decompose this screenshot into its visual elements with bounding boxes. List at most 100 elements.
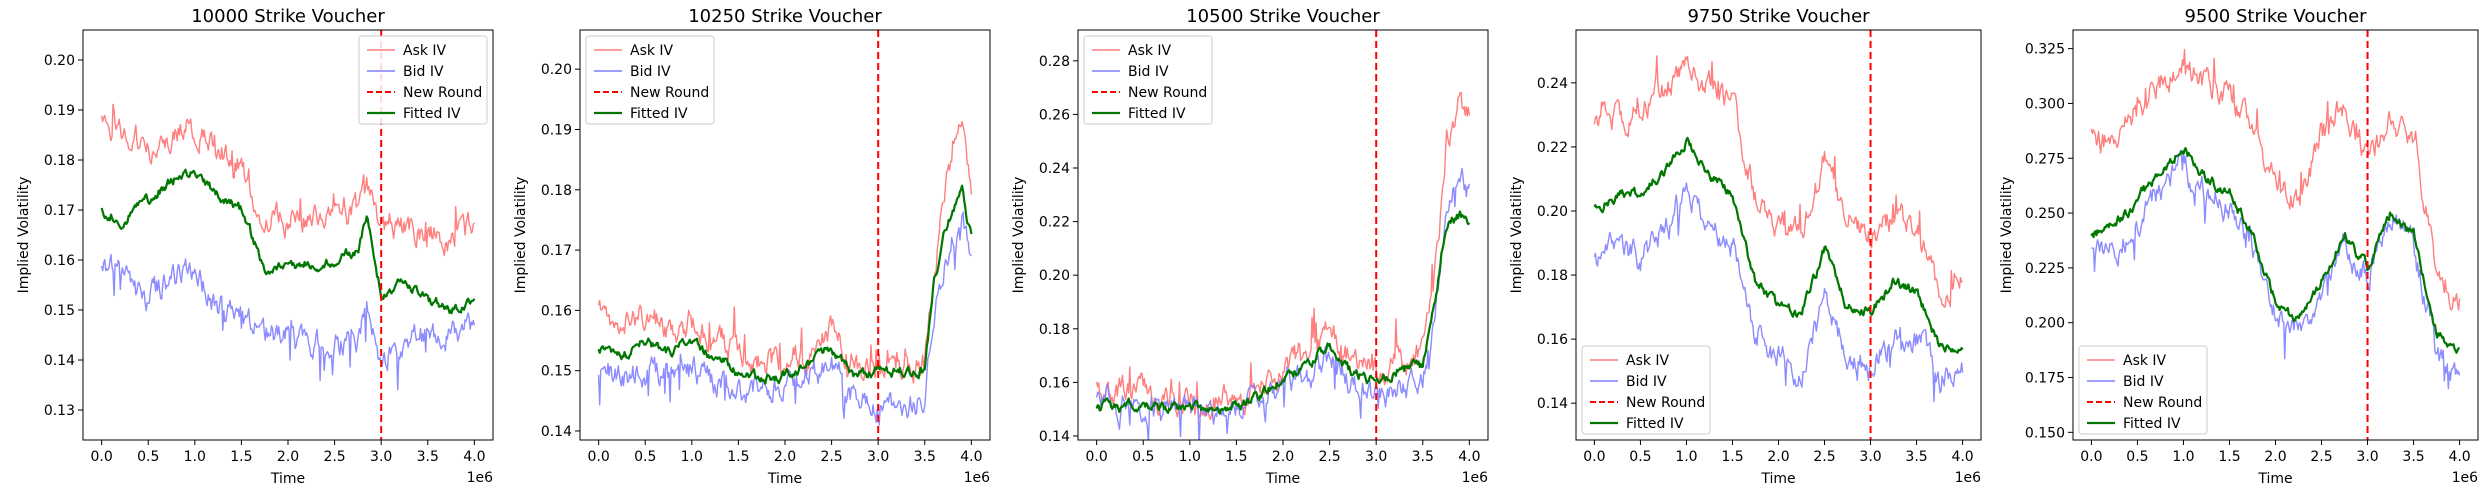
x-tick-label: 1.5	[2218, 449, 2240, 465]
x-tick-label: 1.5	[1721, 449, 1743, 465]
series-ask-iv	[100, 103, 475, 257]
x-tick-label: 0.5	[2126, 449, 2148, 465]
legend-label: New Round	[1626, 395, 1705, 411]
x-tick-label: 1.5	[1225, 449, 1247, 465]
legend-label: Ask IV	[1128, 43, 1172, 59]
y-tick-label: 0.20	[1537, 204, 1568, 220]
y-tick-label: 0.24	[1537, 76, 1568, 92]
x-tick-label: 2.5	[820, 449, 842, 465]
x-tick-label: 1.0	[2172, 449, 2194, 465]
chart-title: 10500 Strike Voucher	[1186, 6, 1380, 27]
x-tick-label: 3.0	[2356, 449, 2378, 465]
y-tick-label: 0.19	[541, 122, 572, 138]
y-tick-label: 0.20	[44, 53, 75, 69]
x-axis-label: Time	[1760, 471, 1795, 487]
series-ask-iv	[2090, 48, 2461, 311]
x-tick-label: 4.0	[1951, 449, 1973, 465]
legend-label: Bid IV	[1626, 374, 1667, 390]
series-fitted-iv	[1593, 136, 1964, 354]
x-tick-label: 1.5	[727, 449, 749, 465]
series-fitted-iv	[597, 184, 973, 385]
x-offset-label: 1e6	[1955, 470, 1982, 486]
legend-label: Ask IV	[403, 43, 447, 59]
legend-label: New Round	[403, 85, 482, 101]
x-tick-label: 0.0	[588, 449, 610, 465]
x-tick-label: 0.0	[2080, 449, 2102, 465]
plot-area	[1593, 30, 1964, 440]
y-tick-label: 0.200	[2025, 316, 2065, 332]
y-tick-label: 0.15	[44, 303, 75, 319]
x-tick-label: 1.0	[184, 449, 206, 465]
series-bid-iv	[597, 211, 972, 426]
legend-label: Fitted IV	[1128, 106, 1186, 122]
x-tick-label: 2.5	[1813, 449, 1835, 465]
y-tick-label: 0.250	[2025, 206, 2065, 222]
legend-label: Fitted IV	[1626, 416, 1684, 432]
y-tick-label: 0.15	[541, 364, 572, 380]
x-tick-label: 0.5	[1132, 449, 1154, 465]
y-tick-label: 0.26	[1039, 107, 1070, 123]
y-tick-label: 0.14	[1039, 429, 1070, 445]
chart-title: 10250 Strike Voucher	[688, 6, 882, 27]
x-tick-label: 2.0	[277, 449, 299, 465]
y-tick-label: 0.17	[541, 243, 572, 259]
y-tick-label: 0.16	[1537, 332, 1568, 348]
legend-box	[585, 35, 715, 125]
chart-panel-3: 0.0 0.5 1.0 1.5 2.0 2.5 3.0 3.5 4.0 0.14 0.16 0.18 0…	[1011, 6, 1489, 487]
legend-label: Fitted IV	[2123, 416, 2181, 432]
x-tick-label: 2.0	[774, 449, 796, 465]
y-axis-label: Implied Volatility	[1011, 177, 1027, 294]
legend-label: Bid IV	[403, 64, 444, 80]
x-tick-label: 1.0	[1675, 449, 1697, 465]
x-axis-label: Time	[1265, 471, 1300, 487]
x-axis-label: Time	[270, 471, 305, 487]
y-tick-label: 0.150	[2025, 425, 2065, 441]
y-tick-label: 0.28	[1039, 54, 1070, 70]
y-axis-label: Implied Volatility	[1999, 177, 2015, 294]
y-tick-label: 0.14	[44, 353, 75, 369]
y-tick-label: 0.22	[1537, 140, 1568, 156]
x-tick-label: 0.0	[1086, 449, 1108, 465]
x-tick-label: 3.5	[1412, 449, 1434, 465]
x-tick-label: 0.5	[1629, 449, 1651, 465]
chart-panel-1: 0.0 0.5 1.0 1.5 2.0 2.5 3.0 3.5 4.0 0.13 0.14 0.15 0…	[16, 6, 494, 487]
x-tick-label: 3.0	[370, 449, 392, 465]
legend-label: Ask IV	[1626, 353, 1670, 369]
legend-box	[1581, 345, 1711, 435]
x-tick-label: 3.0	[1859, 449, 1881, 465]
chart-panel-2: 0.0 0.5 1.0 1.5 2.0 2.5 3.0 3.5 4.0 0.14 0.15 0.16 0…	[513, 6, 991, 487]
y-tick-label: 0.175	[2025, 371, 2065, 387]
x-tick-label: 4.0	[1458, 449, 1480, 465]
series-bid-iv	[2091, 149, 2461, 390]
series-fitted-iv	[100, 168, 476, 315]
y-axis-label: Implied Volatility	[16, 177, 32, 294]
legend-label: Ask IV	[2123, 353, 2167, 369]
x-tick-label: 1.5	[230, 449, 252, 465]
x-tick-label: 3.0	[1365, 449, 1387, 465]
y-tick-label: 0.20	[541, 62, 572, 78]
x-offset-label: 1e6	[467, 470, 494, 486]
legend: Ask IV Bid IV New Round Fitted IV	[1581, 345, 1711, 435]
x-offset-label: 1e6	[1462, 470, 1489, 486]
x-offset-label: 1e6	[2452, 470, 2479, 486]
legend-box	[1083, 35, 1213, 125]
series-bid-iv	[1593, 182, 1964, 403]
x-tick-label: 2.0	[1767, 449, 1789, 465]
legend-label: Bid IV	[1128, 64, 1169, 80]
legend: Ask IV Bid IV New Round Fitted IV	[358, 35, 488, 125]
legend-label: Bid IV	[630, 64, 671, 80]
legend-label: Ask IV	[630, 43, 674, 59]
chart-panel-4: 0.0 0.5 1.0 1.5 2.0 2.5 3.0 3.5 4.0 0.14 0.16 0.18 0…	[1509, 6, 1982, 487]
plot-area	[2090, 30, 2461, 440]
x-tick-label: 3.5	[914, 449, 936, 465]
legend-label: Bid IV	[2123, 374, 2164, 390]
series-ask-iv	[1593, 55, 1964, 308]
x-tick-label: 3.0	[867, 449, 889, 465]
x-tick-label: 3.5	[2402, 449, 2424, 465]
plot-area	[1095, 30, 1471, 440]
y-tick-label: 0.22	[1039, 215, 1070, 231]
y-tick-label: 0.19	[44, 103, 75, 119]
series-bid-iv	[100, 253, 476, 391]
y-tick-label: 0.14	[541, 424, 572, 440]
